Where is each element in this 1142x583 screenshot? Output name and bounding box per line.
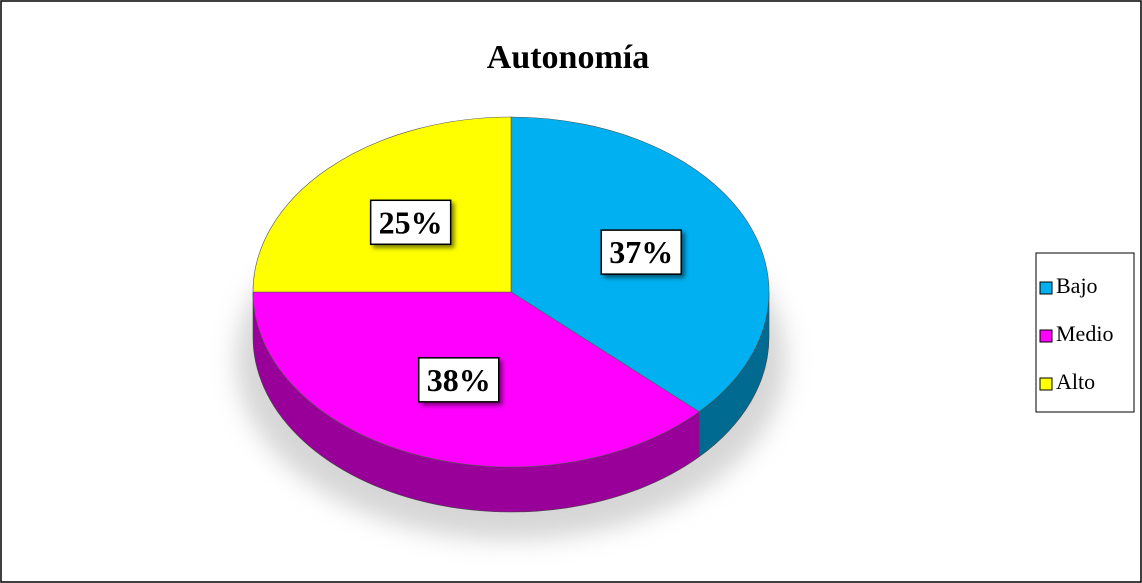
- chart-title: Autonomía: [487, 39, 649, 76]
- data-label-text: 25%: [379, 204, 443, 240]
- data-label: 25%: [369, 199, 452, 246]
- legend-label: Bajo: [1056, 273, 1098, 298]
- data-labels: 37% 38% 25%: [369, 199, 682, 403]
- data-label-box: [369, 199, 452, 246]
- data-label-text: 38%: [427, 362, 491, 398]
- legend: Bajo Medio Alto: [1039, 273, 1113, 394]
- data-label: 37%: [600, 229, 682, 275]
- legend-label: Medio: [1056, 321, 1113, 346]
- legend-swatch: [1039, 329, 1053, 343]
- legend-swatch: [1039, 377, 1053, 391]
- pie: [252, 116, 770, 513]
- data-label-box: [418, 357, 500, 403]
- data-label-box: [600, 229, 682, 275]
- legend-swatch: [1039, 281, 1053, 295]
- legend-label: Alto: [1056, 369, 1095, 394]
- data-label-text: 37%: [609, 234, 673, 270]
- data-label: 38%: [418, 357, 500, 403]
